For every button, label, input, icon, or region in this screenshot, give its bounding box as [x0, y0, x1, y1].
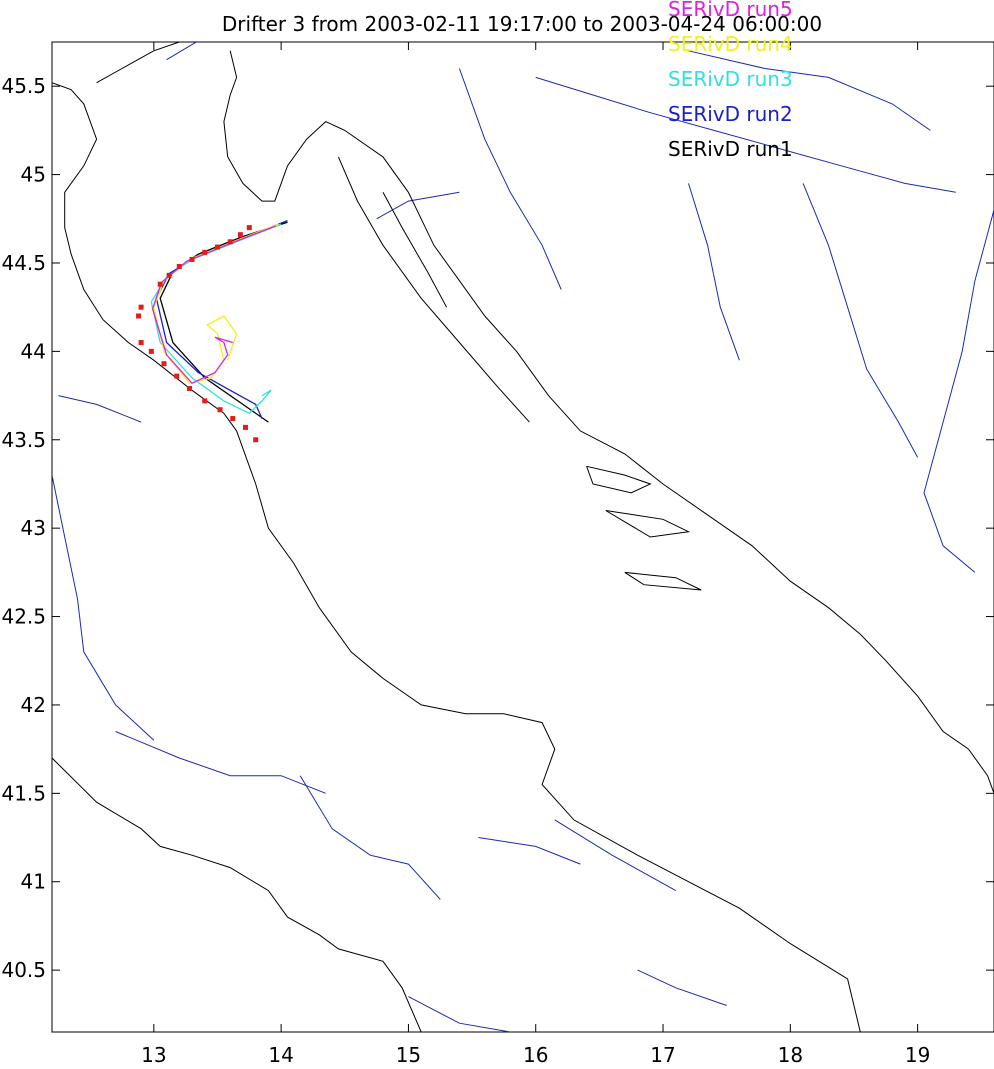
y-tick-label: 44 [21, 339, 46, 363]
coastline-segment [96, 42, 180, 84]
legend-entry: SERivD run5 [668, 0, 793, 21]
river-line [554, 819, 677, 892]
x-tick-label: 16 [523, 1043, 548, 1067]
observed-position [136, 313, 142, 319]
legend-entry: SERivD run3 [668, 67, 793, 91]
observed-position [237, 232, 243, 238]
coastline-segment [586, 465, 652, 494]
river-line [115, 731, 326, 794]
x-tick-label: 15 [396, 1043, 421, 1067]
x-tick-label: 14 [268, 1043, 293, 1067]
x-axis: 13 14 15 16 17 18 19 [141, 42, 930, 1067]
y-tick-label: 41.5 [1, 781, 46, 805]
y-tick-label: 41 [21, 870, 46, 894]
rivers-layer [52, 42, 994, 1032]
y-tick-label: 45 [21, 163, 46, 187]
x-tick-label: 13 [141, 1043, 166, 1067]
observed-position [176, 264, 182, 270]
observed-position [227, 239, 233, 245]
legend-entry: SERivD run1 [668, 137, 793, 161]
observed-position [214, 244, 220, 250]
coastline-segment [52, 757, 422, 1032]
observed-position [166, 272, 172, 278]
observed-track-layer [136, 225, 259, 443]
legend-entry: SERivD run4 [668, 32, 793, 56]
x-tick-label: 19 [905, 1043, 930, 1067]
river-line [52, 474, 155, 741]
coastline-layer [52, 42, 994, 1032]
plot-area [51, 41, 994, 1033]
river-line [458, 68, 562, 290]
river-line [535, 76, 956, 193]
y-tick-label: 44.5 [1, 251, 46, 275]
observed-position [230, 416, 236, 422]
observed-position [217, 407, 223, 413]
coastline-segment [382, 192, 448, 308]
river-line [58, 395, 142, 423]
observed-position [246, 225, 252, 231]
river-line [923, 209, 994, 573]
coastline-segment [624, 571, 702, 591]
river-line [166, 42, 198, 61]
y-tick-label: 43 [21, 516, 46, 540]
observed-position [148, 348, 154, 354]
y-tick-label: 42 [21, 693, 46, 717]
coastline-segment [52, 82, 861, 1032]
river-line [376, 191, 460, 220]
observed-position [189, 256, 195, 262]
y-tick-label: 43.5 [1, 428, 46, 452]
legend: SERivD run5 SERivD run4 SERivD run3 SERivD … [668, 0, 793, 161]
river-line [478, 837, 581, 865]
observed-position [161, 361, 167, 367]
river-line [688, 183, 740, 361]
coastline-segment [337, 156, 530, 423]
river-line [688, 50, 931, 131]
x-tick-label: 17 [650, 1043, 675, 1067]
y-tick-label: 42.5 [1, 605, 46, 629]
y-tick-label: 45.5 [1, 74, 46, 98]
river-line [637, 969, 727, 1006]
river-line [802, 183, 919, 458]
observed-position [157, 281, 163, 287]
map-title: Drifter 3 from 2003-02-11 19:17:00 to 20… [222, 12, 822, 36]
river-line [408, 996, 511, 1032]
observed-position [138, 304, 144, 310]
observed-position [202, 398, 208, 404]
observed-position [174, 373, 180, 379]
river-line [299, 775, 441, 900]
x-tick-label: 18 [778, 1043, 803, 1067]
coastline-segment [605, 510, 691, 538]
observed-position [138, 340, 144, 346]
observed-position [242, 424, 248, 430]
y-axis: 45.5 45 44.5 44 43.5 43 42.5 42 41.5 41 40.5 [1, 74, 994, 982]
observed-position [253, 437, 259, 443]
legend-entry: SERivD run2 [668, 102, 793, 126]
observed-position [202, 249, 208, 255]
y-tick-label: 40.5 [1, 958, 46, 982]
observed-position [186, 386, 192, 391]
model-runs-layer [150, 219, 288, 423]
coastline-segment [223, 50, 994, 794]
